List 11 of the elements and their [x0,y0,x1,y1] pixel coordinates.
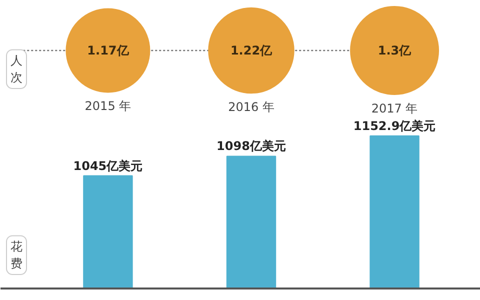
data-label: 1.3亿 [378,44,412,58]
data-label: 1152.9亿美元 [353,118,436,133]
data-label: 1.17亿 [87,44,130,58]
category-label: 2016 年 [228,100,274,114]
y-axis-title: 花费 [10,240,22,270]
category-label: 2017 年 [371,102,418,116]
data-label: 1098亿美元 [216,139,286,154]
category-label: 2015 年 [84,99,132,114]
data-label: 1045亿美元 [73,158,143,173]
data-label: 1.22亿 [230,44,274,58]
text: 人次 [10,54,22,84]
